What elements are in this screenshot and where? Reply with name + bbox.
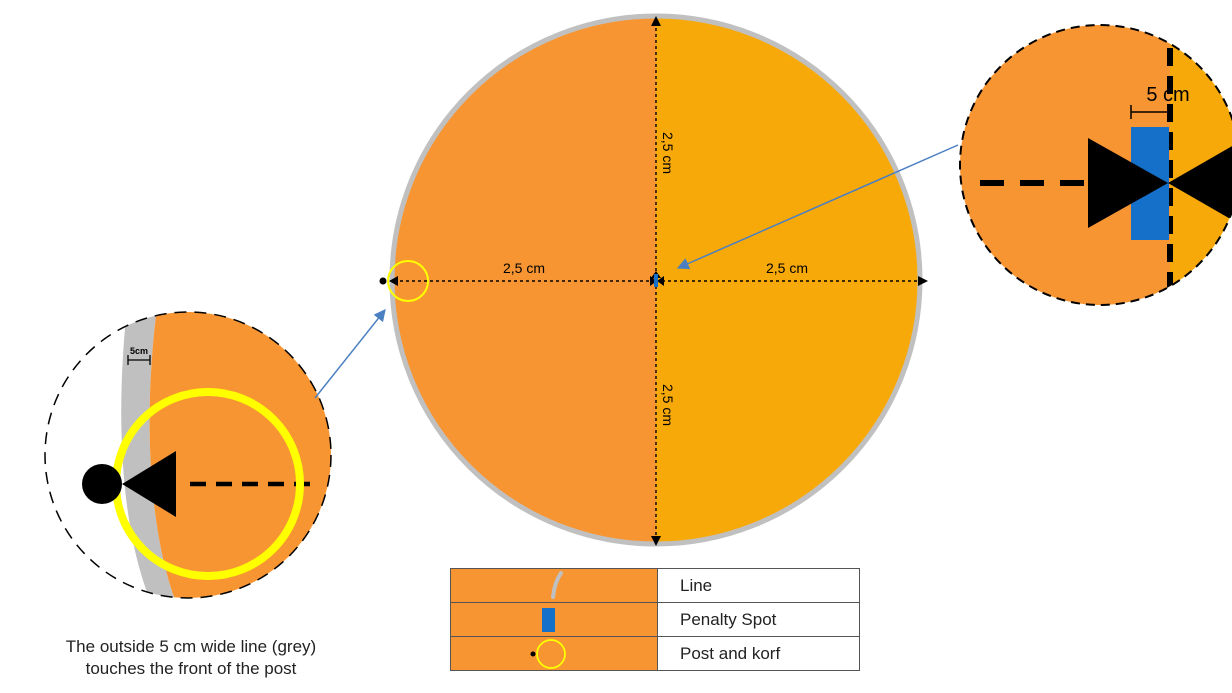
arrow-top — [651, 16, 661, 26]
zoom-arrow-right-triangle — [1168, 138, 1232, 228]
legend-row-penalty-spot: Penalty Spot — [450, 602, 860, 637]
legend-swatch-post-korf — [450, 636, 658, 671]
zoom-post — [82, 464, 122, 504]
penalty-spot-small — [654, 274, 658, 287]
legend-label-line: Line — [657, 568, 860, 603]
legend-swatch-line — [450, 568, 658, 603]
korf-ring-small — [387, 260, 429, 302]
zoom-left-5cm-label: 5cm — [130, 346, 148, 356]
caption-line-2: touches the front of the post — [85, 659, 297, 678]
legend-label-post-korf: Post and korf — [657, 636, 860, 671]
post-dot — [379, 277, 387, 285]
arrow-center-left — [650, 276, 657, 286]
caption: The outside 5 cm wide line (grey) touche… — [0, 636, 382, 680]
zoom-left-bracket — [127, 355, 151, 365]
zoom-5cm-bracket — [1130, 105, 1169, 119]
legend-row-post-korf: Post and korf — [450, 636, 860, 671]
court-left-half — [392, 16, 656, 544]
court-right-half — [656, 16, 920, 544]
dim-label-top: 2,5 cm — [660, 132, 676, 174]
zoom-penalty-spot: 5 cm — [959, 24, 1232, 306]
arrow-center-right — [657, 276, 664, 286]
legend-label-penalty-spot: Penalty Spot — [657, 602, 860, 637]
legend-table: Line Penalty Spot Post and korf — [450, 568, 860, 671]
callout-arrow-left — [314, 309, 386, 399]
zoom-post-korf: 5cm — [44, 311, 332, 599]
callout-arrow-right — [676, 144, 959, 270]
arrow-right — [918, 276, 928, 286]
zoom-arrow-triangle — [122, 451, 176, 517]
post-korf-icon — [530, 639, 566, 669]
dim-label-bottom: 2,5 cm — [660, 384, 676, 426]
main-court-circle — [389, 13, 923, 547]
dim-label-left: 2,5 cm — [503, 260, 545, 276]
arrow-left — [389, 276, 398, 286]
zoom-5cm-label: 5 cm — [1146, 84, 1189, 106]
dimension-arrowheads — [389, 16, 928, 546]
penalty-spot-icon — [542, 608, 555, 632]
legend-row-line: Line — [450, 568, 860, 603]
zoom-grey-band — [121, 312, 175, 598]
grey-line-icon — [551, 571, 563, 599]
dimension-lines — [394, 22, 918, 538]
zoom-arrow-left-triangle — [1088, 138, 1168, 228]
arrow-bottom — [651, 536, 661, 546]
dim-label-right: 2,5 cm — [766, 260, 808, 276]
caption-line-1: The outside 5 cm wide line (grey) — [65, 637, 317, 656]
zoom-orange-area — [149, 312, 331, 598]
legend-swatch-penalty-spot — [450, 602, 658, 637]
